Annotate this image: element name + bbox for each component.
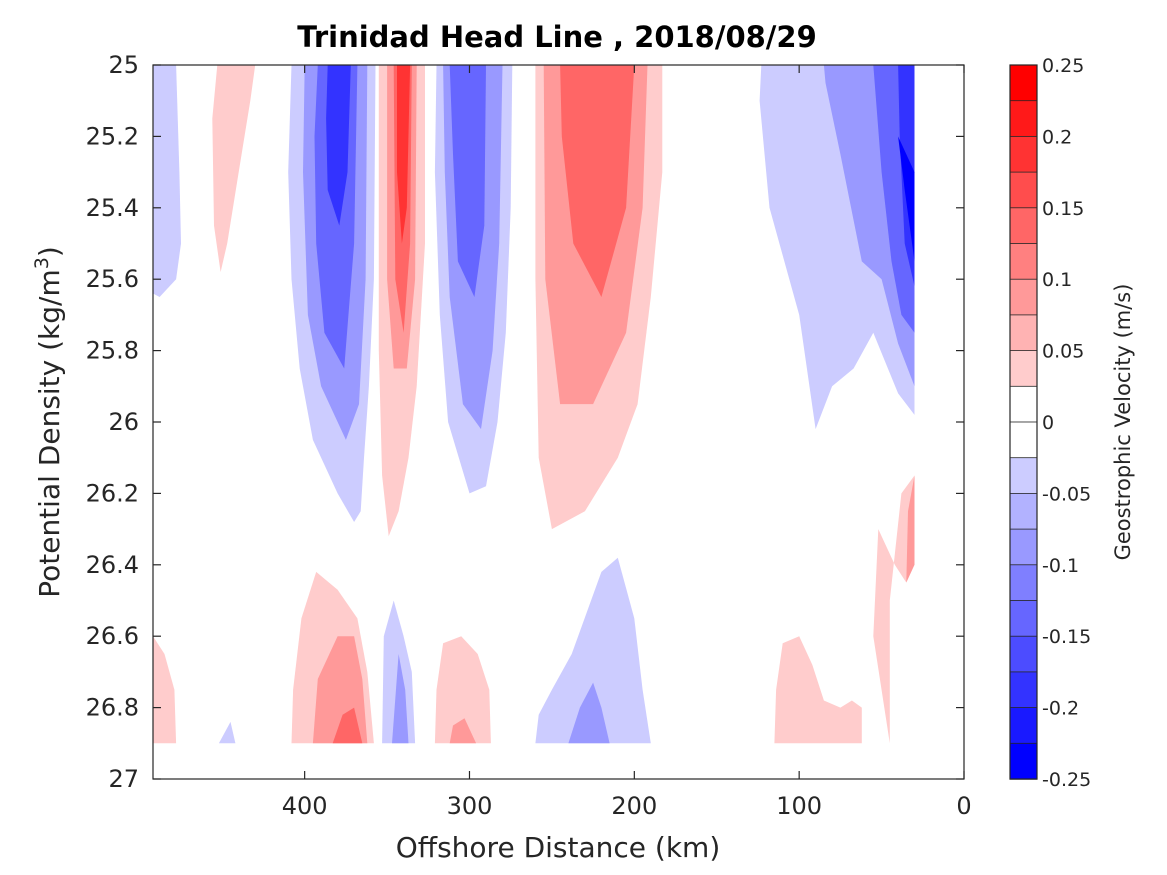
- y-tick-label: 25: [108, 51, 139, 79]
- colorbar-tick-label: -0.25: [1042, 769, 1091, 791]
- contour-region-positive-34: [774, 636, 862, 744]
- x-axis: 400 300 200 100 0: [282, 65, 972, 820]
- colorbar-title: Geostrophic Velocity (m/s): [1111, 284, 1135, 561]
- colorbar-tick-label: 0.25: [1042, 55, 1084, 77]
- colorbar-tick-label: -0.2: [1042, 698, 1079, 720]
- colorbar-frame: [1009, 64, 1038, 780]
- colorbar-tick-label: 0.05: [1042, 341, 1084, 363]
- contour-region-negative-20: [898, 136, 915, 262]
- y-axis-title: Potential Density (kg/m3): [31, 246, 66, 598]
- y-tick-label: 25.2: [86, 122, 139, 150]
- colorbar-bin: [1009, 135, 1038, 173]
- colorbar-tick-label: 0.15: [1042, 198, 1084, 220]
- y-tick-label: 26.8: [86, 694, 139, 722]
- colorbar-bin: [1009, 385, 1038, 423]
- colorbar-tick-label: -0.05: [1042, 483, 1091, 505]
- x-tick-label: 400: [282, 792, 328, 820]
- colorbar-bin: [1009, 528, 1038, 566]
- colorbar-bin: [1009, 64, 1038, 102]
- contour-region-negative-5: [326, 65, 351, 226]
- contour-region-positive-22: [906, 475, 915, 583]
- contour-region-positive-15: [560, 65, 635, 297]
- y-axis: 25 25.2 25.4 25.6 25.8 26 26.2 26.4 26.6 26.8 27: [86, 51, 964, 793]
- contour-fills: [153, 65, 915, 744]
- contour-region-negative-33: [568, 682, 610, 744]
- y-tick-label: 25.4: [86, 194, 139, 222]
- x-tick-label: 300: [447, 792, 493, 820]
- contour-region-positive-9: [397, 65, 411, 244]
- y-tick-label: 27: [108, 765, 139, 793]
- y-tick-label: 25.6: [86, 265, 139, 293]
- x-tick-label: 200: [611, 792, 657, 820]
- colorbar-bin: [1009, 243, 1038, 280]
- x-tick-label: 0: [956, 792, 971, 820]
- contour-region-positive-31: [449, 718, 477, 744]
- colorbar-tick-label: -0.1: [1042, 555, 1079, 577]
- y-tick-label: 25.8: [86, 337, 139, 365]
- contour-region-positive-1: [212, 65, 256, 273]
- colorbar-tick-label: 0.1: [1042, 269, 1072, 291]
- colorbar: 0.25 0.2 0.15 0.1 0.05 0 -0.05 -0.1 -0.15 -0.2 -0.…: [1009, 55, 1091, 791]
- y-axis-title-superscript: 3: [31, 257, 53, 269]
- colorbar-tick-label: 0.2: [1042, 126, 1072, 148]
- colorbar-bin: [1009, 314, 1038, 352]
- colorbar-bin: [1009, 742, 1038, 780]
- contour-region-negative-12: [449, 65, 486, 297]
- contour-region-negative-29: [392, 654, 409, 744]
- x-tick-label: 100: [776, 792, 822, 820]
- contour-region-positive-30: [434, 636, 491, 744]
- colorbar-bin: [1009, 171, 1038, 209]
- colorbar-bin: [1009, 671, 1038, 709]
- y-tick-label: 26.2: [86, 479, 139, 507]
- contour-region-negative-32: [535, 557, 651, 744]
- colorbar-bin: [1009, 635, 1038, 673]
- contour-region-negative-24: [218, 721, 236, 744]
- colorbar-bin: [1009, 421, 1038, 459]
- colorbar-bin: [1009, 600, 1038, 637]
- colorbar-tick-label: -0.15: [1042, 626, 1091, 648]
- colorbar-bin: [1009, 207, 1038, 245]
- contour-region-positive-21: [873, 475, 915, 744]
- colorbar-tick-label: 0: [1042, 412, 1054, 434]
- contour-region-positive-27: [332, 707, 363, 744]
- y-tick-label: 26.6: [86, 622, 139, 650]
- x-axis-title: Offshore Distance (km): [396, 831, 721, 864]
- colorbar-bin: [1009, 100, 1038, 138]
- colorbar-bin: [1009, 457, 1038, 495]
- y-tick-label: 26: [108, 408, 139, 436]
- colorbar-bin: [1009, 492, 1038, 530]
- contour-region-negative-0: [153, 65, 181, 297]
- contour-region-positive-23: [153, 636, 177, 744]
- colorbar-bin: [1009, 350, 1038, 388]
- y-tick-label: 26.4: [86, 551, 139, 579]
- colorbar-bin: [1009, 278, 1038, 316]
- colorbar-bin: [1009, 564, 1038, 602]
- colorbar-bin: [1009, 707, 1038, 744]
- chart-title: Trinidad Head Line , 2018/08/29: [297, 20, 817, 54]
